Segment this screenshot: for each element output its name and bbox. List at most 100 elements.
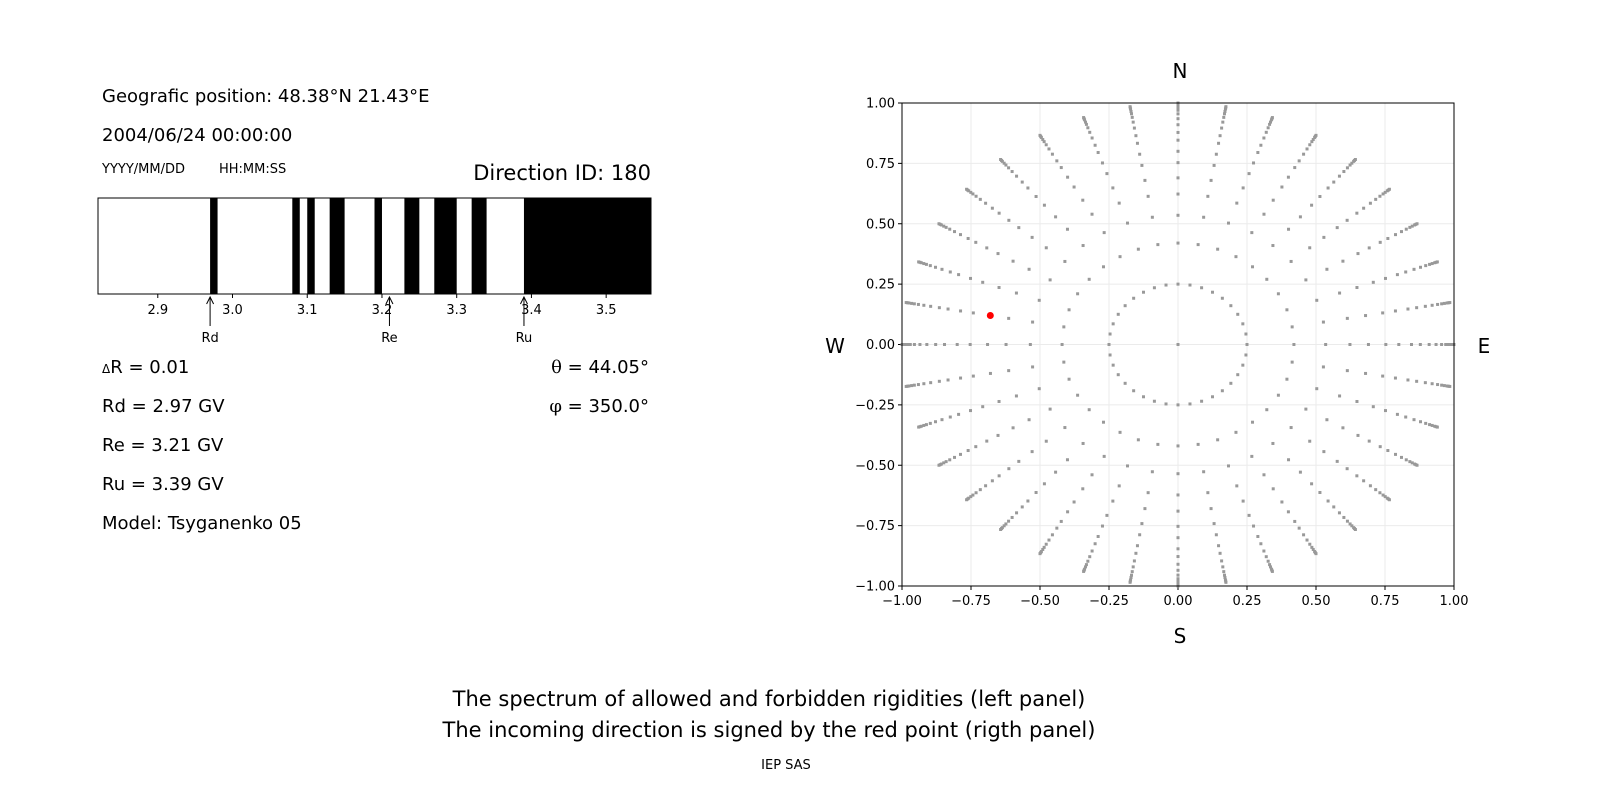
grid-point [1044, 143, 1048, 147]
grid-point [1176, 524, 1180, 528]
grid-point [1446, 343, 1450, 346]
grid-point [1268, 563, 1272, 567]
grid-point [1218, 134, 1222, 138]
x-tick-label: −1.00 [882, 594, 922, 609]
grid-point [1123, 381, 1127, 385]
grid-point [1028, 343, 1032, 346]
grid-point [1251, 420, 1255, 424]
grid-point [1220, 389, 1224, 393]
grid-point [1202, 470, 1206, 474]
grid-point [1108, 332, 1112, 336]
grid-point [1308, 143, 1312, 147]
y-tick-label: −0.50 [855, 459, 895, 474]
grid-point [1266, 126, 1270, 130]
grid-point [997, 211, 1001, 215]
x-tick-label: −0.75 [951, 594, 991, 609]
grid-point [969, 409, 973, 413]
grid-point [1262, 473, 1266, 477]
grid-point [958, 233, 962, 237]
grid-point [959, 376, 963, 380]
x-tick-label: 0.50 [1302, 594, 1331, 609]
grid-point [1143, 178, 1147, 182]
grid-point [1083, 120, 1087, 124]
grid-point [942, 224, 946, 228]
grid-point [1038, 133, 1042, 137]
grid-point [1322, 235, 1326, 239]
grid-point [969, 495, 973, 499]
grid-point [997, 474, 1001, 478]
grid-point [1287, 458, 1291, 462]
grid-point [1066, 175, 1070, 179]
grid-point [1176, 241, 1180, 245]
grid-point [1176, 562, 1180, 566]
grid-point [1002, 161, 1006, 165]
grid-point [948, 458, 952, 462]
grid-point [1176, 112, 1180, 116]
grid-point [1102, 454, 1106, 458]
grid-point [1335, 459, 1339, 463]
grid-point [1378, 491, 1382, 495]
grid-point [1311, 138, 1315, 142]
grid-point [1081, 487, 1085, 491]
grid-point [1285, 308, 1289, 312]
forbidden-band [471, 198, 487, 294]
grid-point [1384, 343, 1388, 346]
grid-point [1004, 343, 1008, 346]
datetime: 2004/06/24 00:00:00 [102, 125, 292, 146]
grid-point [1093, 143, 1097, 147]
grid-point [1308, 439, 1312, 443]
y-tick-label: −0.25 [855, 398, 895, 413]
grid-point [934, 265, 938, 269]
forbidden-band [329, 198, 345, 294]
grid-point [1287, 227, 1291, 231]
grid-point [1063, 426, 1067, 430]
grid-point [1188, 402, 1192, 406]
grid-point [1176, 555, 1180, 559]
grid-point [1188, 283, 1192, 287]
grid-point [1310, 482, 1314, 486]
grid-point [944, 460, 948, 464]
forbidden-band [307, 198, 315, 294]
grid-point [1123, 304, 1127, 308]
grid-point [1209, 507, 1213, 511]
grid-point [1200, 286, 1204, 290]
grid-point [1244, 353, 1248, 357]
grid-point [981, 405, 985, 409]
grid-point [1378, 194, 1382, 198]
grid-point [1176, 130, 1180, 134]
grid-point [955, 343, 959, 346]
grid-point [1007, 519, 1011, 523]
grid-point [1100, 524, 1104, 528]
grid-point [1088, 555, 1092, 559]
grid-point [1285, 377, 1289, 381]
grid-point [1004, 522, 1008, 526]
grid-point [1371, 405, 1375, 409]
grid-point [1311, 547, 1315, 551]
delta-r: ΔR = 0.01 [102, 357, 189, 378]
grid-point [1116, 373, 1120, 377]
grid-point [1072, 500, 1076, 504]
grid-point [1223, 576, 1227, 580]
grid-point [1262, 549, 1266, 553]
grid-point [1428, 262, 1432, 266]
grid-point [1310, 545, 1314, 549]
grid-point [1206, 491, 1210, 495]
grid-point [1117, 201, 1121, 205]
grid-point [1297, 159, 1301, 163]
grid-point [1235, 201, 1239, 205]
grid-point [1105, 172, 1109, 176]
grid-point [1292, 343, 1296, 346]
grid-point [1101, 265, 1105, 269]
grid-point [1176, 108, 1180, 112]
x-tick-label: 1.00 [1440, 594, 1469, 609]
grid-point [1345, 519, 1349, 523]
grid-point [910, 301, 914, 305]
grid-point [1050, 152, 1054, 156]
grid-point [1430, 262, 1434, 266]
grid-point [1010, 170, 1014, 174]
grid-point [1065, 227, 1069, 231]
grid-point [1345, 467, 1349, 471]
north-label: N [1173, 59, 1188, 83]
grid-point [1066, 510, 1070, 514]
grid-point [1088, 130, 1092, 134]
